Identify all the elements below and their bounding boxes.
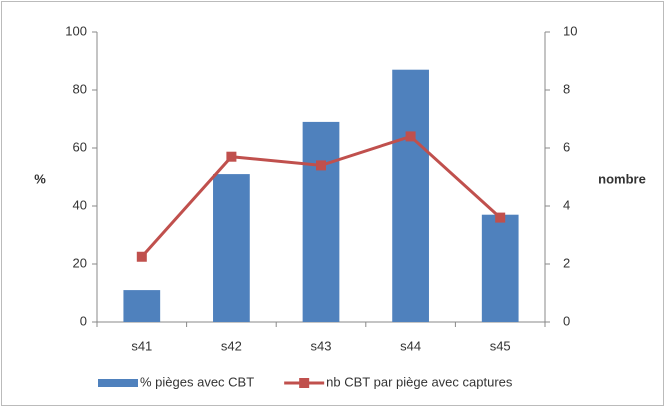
y2-tick-label: 6 xyxy=(563,139,570,154)
bar xyxy=(302,121,340,323)
y-axis-title: % xyxy=(34,171,46,186)
line-marker xyxy=(316,160,326,171)
y2-tick-label: 4 xyxy=(563,197,570,212)
x-tick-label: s45 xyxy=(490,338,511,353)
legend-label: nb CBT par piège avec captures xyxy=(326,374,513,389)
line-marker xyxy=(136,251,147,262)
x-tick-label: s41 xyxy=(131,338,152,353)
y-tick-label: 0 xyxy=(80,313,87,328)
y2-tick-label: 10 xyxy=(563,23,577,38)
legend-label: % pièges avec CBT xyxy=(140,374,254,389)
y-tick-label: 60 xyxy=(73,139,87,154)
y2-tick-label: 2 xyxy=(563,255,570,270)
y2-tick-label: 0 xyxy=(563,313,570,328)
y-tick-label: 100 xyxy=(65,23,87,38)
y-tick-label: 20 xyxy=(73,255,87,270)
legend-swatch xyxy=(299,378,310,388)
y2-tick-label: 8 xyxy=(563,81,570,96)
bar xyxy=(481,214,519,322)
line-marker xyxy=(495,212,506,223)
line-marker xyxy=(405,131,416,142)
bar xyxy=(123,290,161,322)
y-tick-label: 80 xyxy=(73,81,87,96)
x-tick-label: s43 xyxy=(311,338,332,353)
x-tick-label: s42 xyxy=(221,338,242,353)
line-marker xyxy=(226,151,237,162)
y2-axis-title: nombre xyxy=(598,171,646,186)
x-tick-label: s44 xyxy=(400,338,421,353)
bar xyxy=(392,69,429,322)
bar xyxy=(213,174,250,322)
y-tick-label: 40 xyxy=(73,197,87,212)
legend-swatch xyxy=(98,379,138,387)
